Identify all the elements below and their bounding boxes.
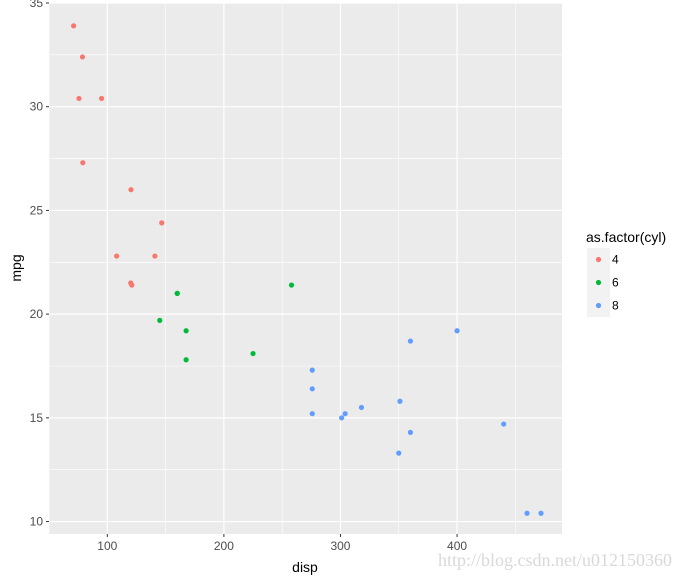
data-point-cyl-8 <box>524 510 530 516</box>
x-tick-label: 200 <box>214 539 234 553</box>
y-tick-label: 20 <box>30 307 44 321</box>
x-axis-title: disp <box>292 559 318 575</box>
legend: as.factor(cyl) 4 6 8 <box>586 229 666 317</box>
data-point-cyl-6 <box>157 317 163 323</box>
legend-label-6: 6 <box>612 276 619 290</box>
x-tick-label: 300 <box>330 539 350 553</box>
legend-key-6 <box>595 279 602 286</box>
y-axis-title: mpg <box>8 254 24 281</box>
data-point-cyl-8 <box>339 415 345 421</box>
data-point-cyl-4 <box>80 160 86 166</box>
legend-label-4: 4 <box>612 253 619 267</box>
legend-keys: 4 6 8 <box>587 248 619 317</box>
x-axis: 100 200 300 400 <box>97 534 467 553</box>
data-point-cyl-6 <box>288 282 295 288</box>
data-point-cyl-8 <box>501 421 507 427</box>
data-point-cyl-8 <box>407 429 414 435</box>
data-point-cyl-4 <box>128 187 134 193</box>
data-point-cyl-8 <box>407 338 414 344</box>
data-point-cyl-6 <box>250 350 256 357</box>
x-tick-label: 400 <box>447 539 467 553</box>
major-gridlines <box>49 2 562 534</box>
legend-label-8: 8 <box>612 299 619 313</box>
y-tick-label: 25 <box>30 203 44 217</box>
y-tick-label: 10 <box>30 515 44 529</box>
data-point-cyl-4 <box>79 54 86 60</box>
data-point-cyl-8 <box>342 411 348 417</box>
x-tick-label: 100 <box>97 539 117 553</box>
data-point-cyl-6 <box>174 290 180 296</box>
y-tick-label: 30 <box>30 100 44 114</box>
data-point-cyl-8 <box>538 510 544 516</box>
data-point-cyl-6 <box>183 357 189 363</box>
data-point-cyl-4 <box>152 253 158 259</box>
legend-key-4 <box>595 256 602 263</box>
legend-title: as.factor(cyl) <box>586 229 666 245</box>
y-tick-label: 35 <box>30 0 44 10</box>
data-point-cyl-4 <box>129 282 135 288</box>
legend-key-8 <box>595 302 602 309</box>
data-point-cyl-8 <box>309 386 315 392</box>
y-tick-label: 15 <box>30 411 44 425</box>
data-point-cyl-4 <box>71 23 77 29</box>
data-point-cyl-4 <box>76 95 82 102</box>
data-point-cyl-8 <box>309 411 315 417</box>
data-points <box>71 23 544 516</box>
y-axis: 10 15 20 25 30 35 <box>30 0 49 529</box>
data-point-cyl-8 <box>397 398 403 404</box>
data-point-cyl-8 <box>358 404 365 411</box>
data-point-cyl-8 <box>396 450 402 456</box>
data-point-cyl-8 <box>454 328 460 334</box>
plot-panel <box>49 3 562 534</box>
data-point-cyl-4 <box>98 95 105 102</box>
data-point-cyl-4 <box>159 220 165 226</box>
minor-gridlines <box>48 3 562 534</box>
data-point-cyl-6 <box>183 328 189 334</box>
watermark: http://blog.csdn.net/u012150360 <box>438 550 672 570</box>
data-point-cyl-8 <box>309 367 315 373</box>
data-point-cyl-4 <box>114 253 120 259</box>
